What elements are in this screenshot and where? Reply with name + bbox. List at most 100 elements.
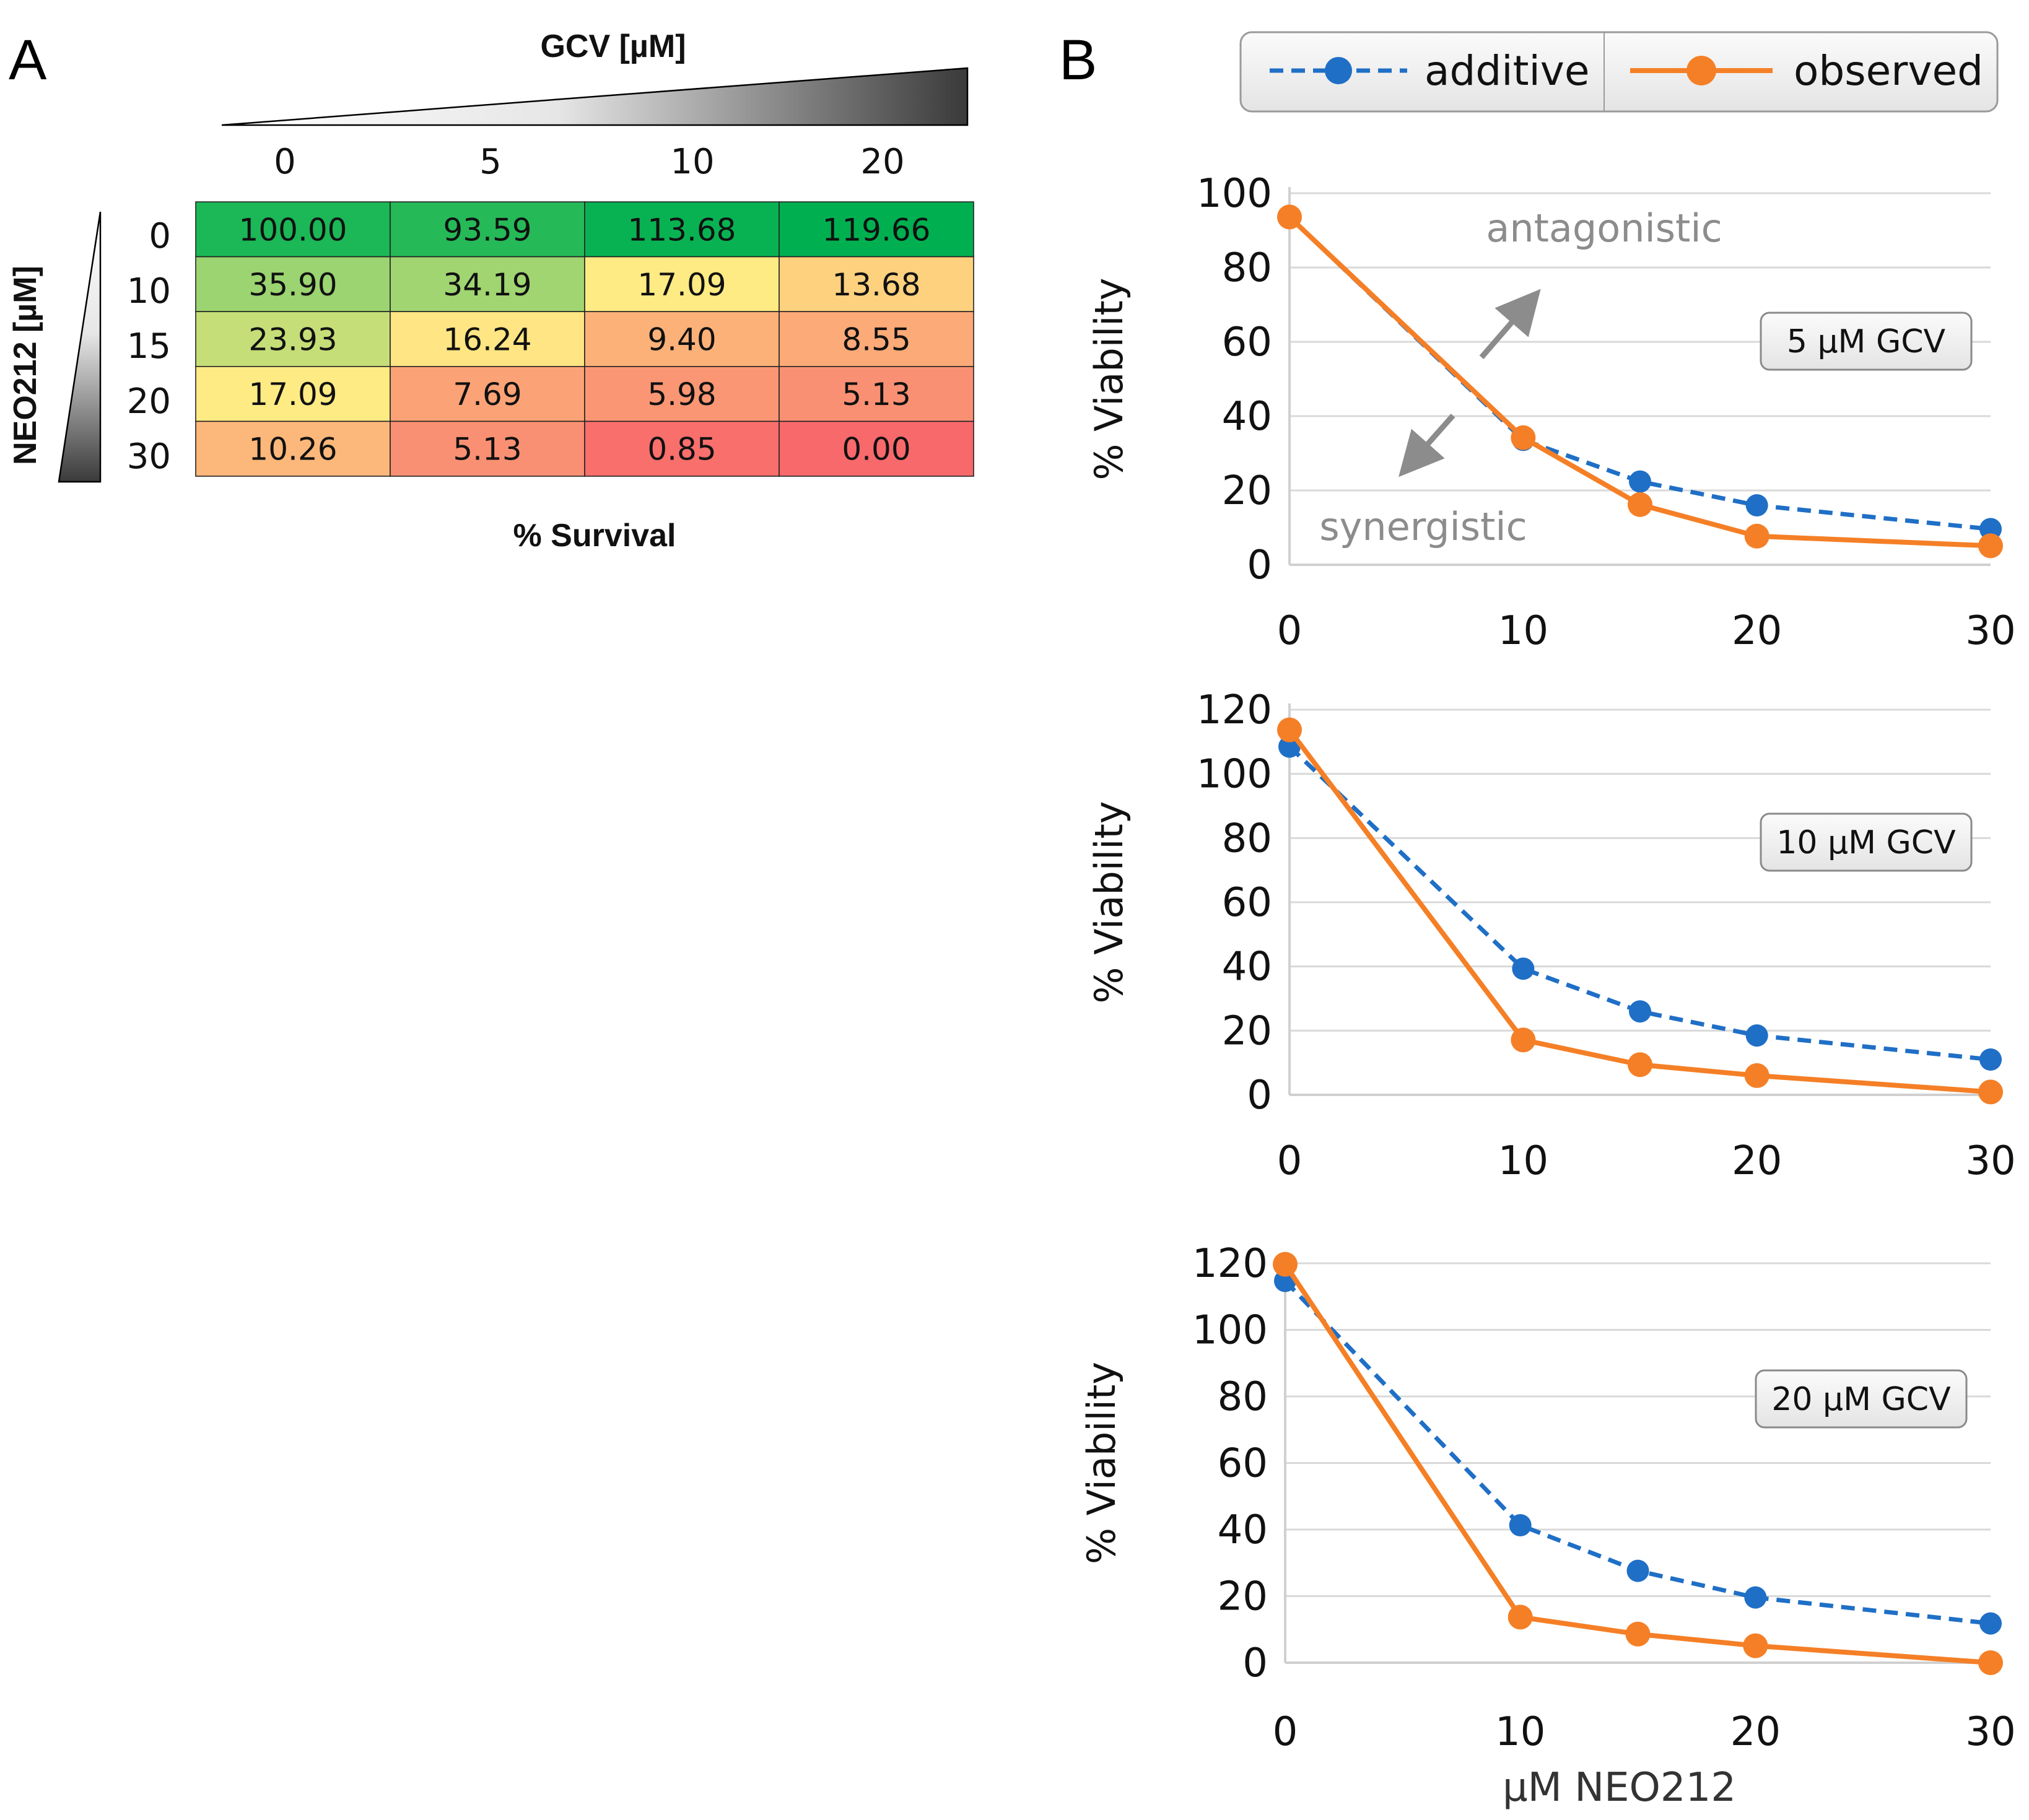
heatmap-cell-value: 5.98	[647, 377, 716, 412]
gcv-box-label: 20 µM GCV	[1771, 1381, 1951, 1418]
x-tick-label: 10	[1498, 1138, 1548, 1184]
point-observed	[1628, 1052, 1652, 1078]
heatmap-cell-value: 9.40	[647, 322, 716, 358]
y-tick-label: 60	[1222, 880, 1272, 926]
synergistic-arrow	[1398, 414, 1455, 477]
heatmap-cell-value: 5.13	[453, 432, 521, 468]
gcv-box-label: 5 µM GCV	[1787, 323, 1946, 360]
x-tick-label: 10	[1498, 608, 1548, 654]
y-tick-label: 60	[1222, 320, 1272, 365]
heatmap-cell-value: 16.24	[443, 322, 531, 358]
point-observed	[1628, 492, 1652, 517]
neo-tick: 15	[127, 326, 171, 367]
point-observed	[1277, 717, 1302, 742]
y-tick-label: 40	[1222, 944, 1272, 990]
legend-observed-label: observed	[1794, 47, 1983, 95]
point-observed	[1511, 1027, 1536, 1053]
heatmap-cell-value: 100.00	[239, 212, 347, 248]
heatmap-cell	[779, 365, 974, 422]
chart-5um-gcv: 0 20 40 60 80 100 0 10 20 30 % Viability 5 µM GCV	[1086, 171, 2016, 654]
gcv-box-label: 10 µM GCV	[1776, 824, 1956, 861]
y-tick-label: 40	[1218, 1507, 1268, 1553]
point-additive	[1979, 1048, 2002, 1071]
point-additive	[1629, 470, 1651, 493]
y-tick-label: 100	[1197, 171, 1272, 217]
neo-tick: 30	[127, 437, 171, 477]
point-observed	[1978, 1650, 2003, 1675]
point-observed	[1978, 1079, 2003, 1105]
neo-tick: 0	[149, 216, 171, 256]
x-tick-label: 20	[1730, 1709, 1781, 1755]
point-observed	[1744, 1063, 1769, 1088]
series-line-observed	[1287, 728, 1991, 1095]
neo-gradient-wedge	[58, 211, 102, 483]
synergistic-label: synergistic	[1319, 504, 1527, 549]
heatmap-cell-value: 17.09	[637, 267, 726, 303]
y-tick-label: 80	[1222, 245, 1272, 291]
legend-additive-marker	[1325, 57, 1352, 84]
heatmap-cell-value: 10.26	[248, 432, 337, 468]
x-tick-label: 20	[1732, 1138, 1782, 1184]
x-tick-label: 30	[1965, 1138, 2015, 1184]
point-additive	[1629, 1000, 1651, 1023]
neo-tick: 10	[127, 271, 171, 311]
heatmap-cell-value: 113.68	[628, 212, 736, 248]
point-observed	[1511, 425, 1536, 450]
point-observed	[1625, 1621, 1651, 1647]
gcv-header: GCV [µM]	[540, 28, 686, 64]
point-observed	[1508, 1604, 1533, 1630]
y-axis-label: % Viability	[1086, 801, 1132, 1004]
y-tick-label: 20	[1222, 1008, 1272, 1054]
y-tick-label: 0	[1242, 1640, 1268, 1686]
y-axis-label: % Viability	[1086, 278, 1132, 481]
gcv-box	[1760, 311, 1973, 371]
chart-10um-gcv: 0 20 40 60 80 100 120 0 10 20 30 % Viability 10 µM G…	[1086, 687, 2016, 1184]
panel-b-letter: B	[1059, 28, 1097, 92]
y-tick-label: 20	[1222, 468, 1272, 514]
point-additive	[1979, 518, 2002, 541]
y-tick-label: 20	[1218, 1574, 1268, 1620]
annotations: antagonistic synergistic	[1319, 206, 1722, 549]
neo-tick: 20	[127, 381, 171, 422]
panel-a: A GCV [µM] 0 5 10 20 NEO212 [µM] 0 10 15…	[7, 28, 974, 554]
heatmap-cell-value: 0.85	[647, 432, 716, 468]
gcv-box	[1760, 812, 1973, 872]
x-tick-label: 30	[1965, 608, 2015, 654]
x-tick-label: 10	[1495, 1709, 1545, 1755]
heatmap-cell-value: 34.19	[443, 267, 531, 303]
heatmap-cell	[195, 256, 391, 313]
y-tick-label: 80	[1222, 816, 1272, 861]
gcv-gradient-wedge	[221, 67, 969, 126]
heatmap-cell-value: 5.13	[842, 377, 910, 412]
gcv-tick: 20	[860, 142, 904, 182]
gcv-tick: 10	[670, 142, 714, 182]
y-tick-label: 80	[1218, 1374, 1268, 1420]
heatmap-cell	[390, 256, 585, 313]
heatmap-cell	[584, 201, 780, 258]
heatmap-cell	[584, 365, 780, 422]
y-tick-label: 60	[1218, 1441, 1268, 1487]
heatmap-cell-value: 0.00	[842, 432, 910, 468]
heatmap-cell	[584, 420, 780, 477]
heatmap-cell	[779, 201, 974, 258]
x-tick-label: 0	[1277, 1138, 1302, 1184]
heatmap-cell-value: 13.68	[832, 267, 920, 303]
heatmap-cell-value: 8.55	[842, 322, 910, 358]
heatmap-cell-value: 35.90	[248, 267, 337, 303]
heatmap-cell-value: 93.59	[443, 212, 531, 248]
x-tick-label: 30	[1965, 1709, 2015, 1755]
y-tick-label: 40	[1222, 394, 1272, 440]
heatmap: 100.00 93.59 113.68 119.66 35.90 34.19 17.09 13…	[195, 201, 974, 477]
point-observed	[1978, 533, 2003, 559]
point-observed	[1273, 1252, 1298, 1277]
heatmap-cell	[779, 256, 974, 313]
heatmap-cell	[390, 311, 585, 367]
x-tick-label: 0	[1273, 1709, 1298, 1755]
heatmap-cell-value: 7.69	[453, 377, 521, 412]
gcv-tick: 0	[274, 142, 296, 182]
antagonistic-arrow	[1479, 289, 1541, 359]
y-tick-label: 100	[1192, 1308, 1268, 1354]
point-additive	[1745, 494, 1768, 516]
y-tick-label: 100	[1197, 752, 1272, 798]
